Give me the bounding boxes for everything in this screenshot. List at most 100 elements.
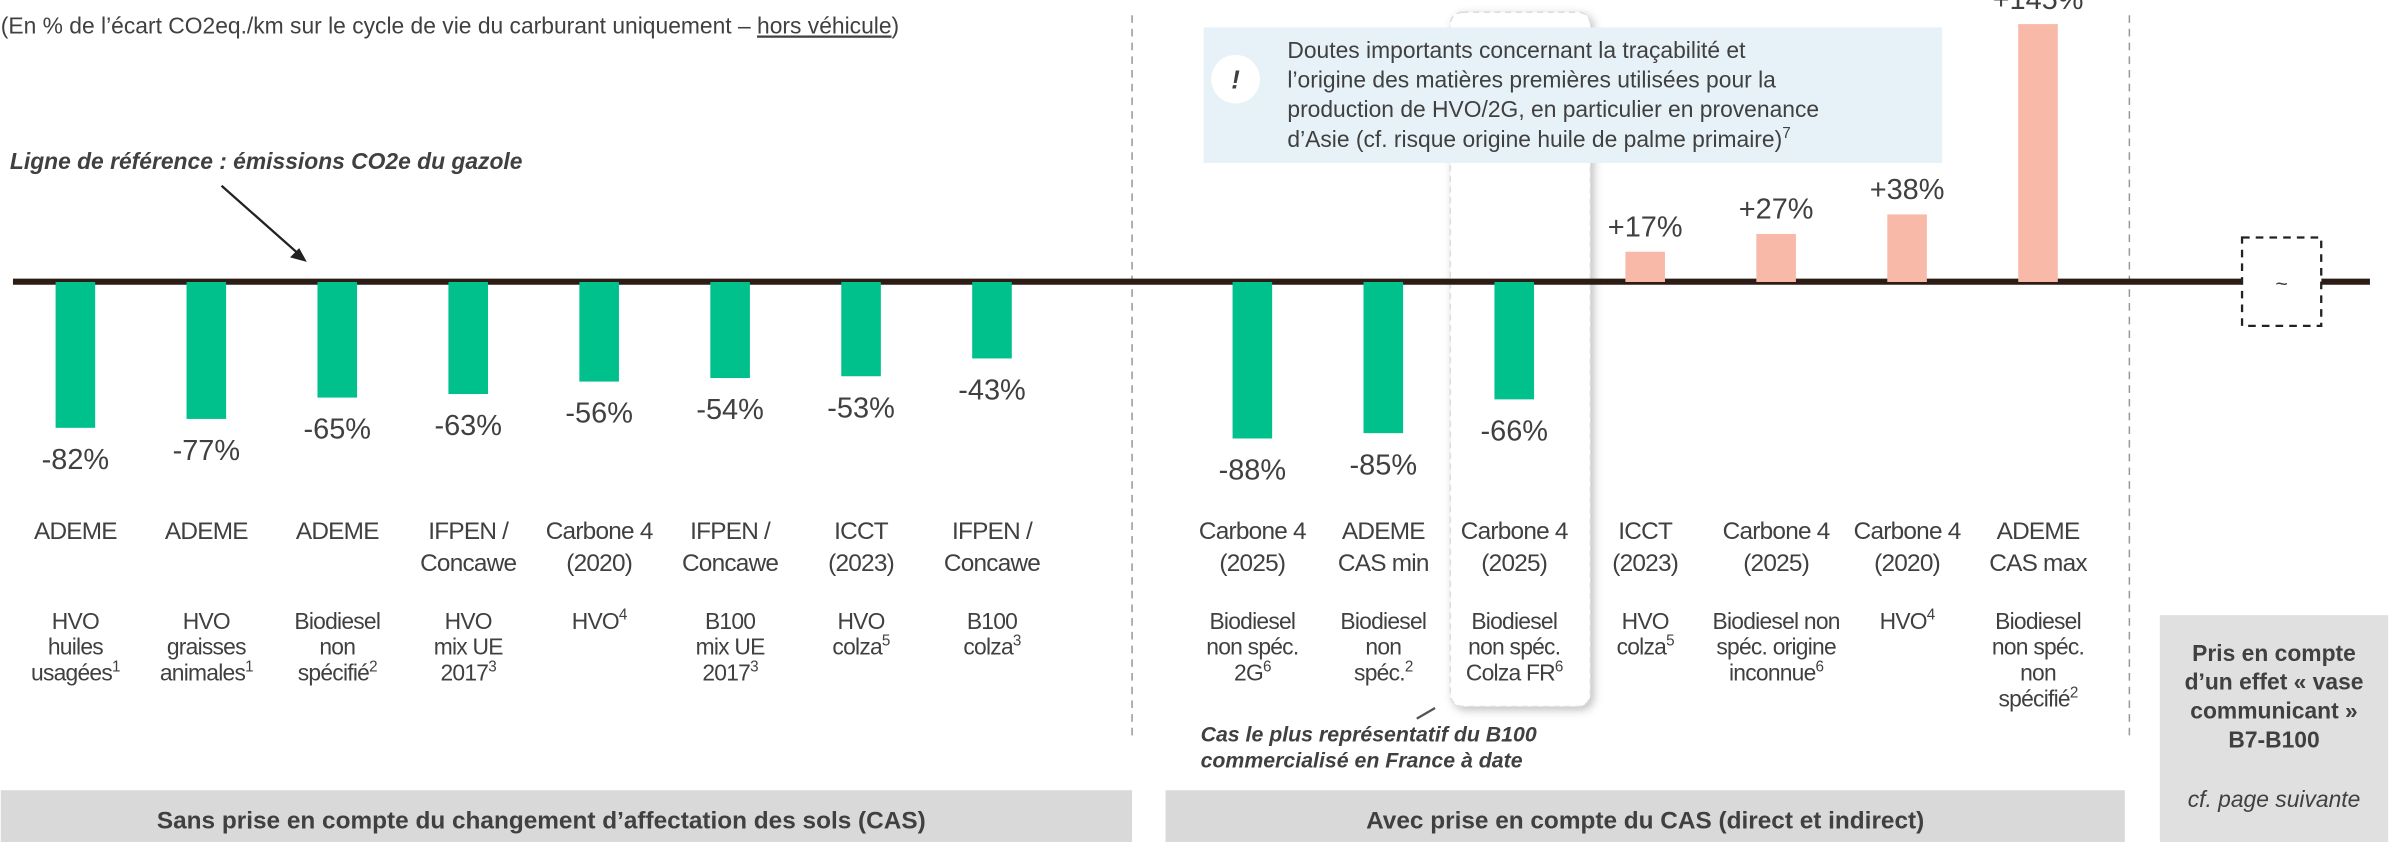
bar (1494, 281, 1535, 400)
source-label: Carbone 4 (1461, 518, 1568, 545)
source-label: (2020) (566, 550, 632, 577)
callout-icon (1211, 54, 1260, 104)
fuel-label: non spéc. (1206, 634, 1298, 660)
fuel-label-text: colza (1617, 634, 1668, 660)
footnote: 3 (750, 658, 758, 675)
bar (579, 281, 619, 382)
fuel-label: HVO4 (572, 607, 628, 634)
value-label: -53% (827, 392, 894, 424)
footnote: 4 (1927, 607, 1936, 624)
source-label: Concawe (682, 550, 778, 577)
fuel-label: huiles (48, 634, 103, 660)
fuel-label: HVO (445, 608, 492, 634)
bar (2018, 24, 2058, 282)
bar (1232, 281, 1273, 439)
source-label: (2023) (828, 550, 894, 577)
source-label: Carbone 4 (1723, 518, 1830, 545)
callout-line: production de HVO/2G, en particulier en … (1287, 96, 1819, 122)
fuel-label: mix UE (696, 634, 766, 660)
subtitle-part: hors véhicule (757, 12, 892, 38)
fuel-label-text: Biodiesel (294, 608, 380, 634)
subtitle-part: ) (892, 12, 900, 38)
subtitle: (En % de l’écart CO2eq./km sur le cycle … (1, 12, 899, 38)
source-label: ADEME (1342, 518, 1425, 545)
fuel-label-text: HVO (52, 608, 99, 634)
value-label: -66% (1481, 415, 1548, 447)
fuel-label: non (319, 634, 355, 660)
footnote: 2 (2070, 684, 2078, 701)
fuel-label-text: B100 (705, 608, 755, 634)
source-label: (2025) (1219, 550, 1285, 577)
fuel-label-text: Biodiesel (1995, 608, 2081, 634)
axis-break-box (2240, 236, 2323, 327)
side-line: communicant » (2190, 698, 2357, 724)
fuel-label: HVO (1622, 608, 1669, 634)
fuel-label: Biodiesel (1209, 608, 1295, 634)
footnote: 5 (882, 633, 890, 650)
highlight-note: Cas le plus représentatif du B100 (1201, 723, 1537, 747)
fuel-label-text: usagées (31, 660, 112, 686)
fuel-label: Biodiesel (1995, 608, 2081, 634)
fuel-label-text: HVO (183, 608, 230, 634)
source-label: ICCT (834, 518, 889, 545)
fuel-label: B100 (967, 608, 1017, 634)
footnote: 2 (369, 658, 377, 675)
source-label: (2020) (1874, 550, 1940, 577)
fuel-label-text: non spéc. (1992, 634, 2084, 660)
side-line: d’un effet « vase (2185, 669, 2364, 695)
fuel-label: graisses (167, 634, 246, 660)
fuel-label-text: B100 (967, 608, 1017, 634)
fuel-label: Biodiesel (1340, 608, 1426, 634)
fuel-label: spécifié2 (1999, 684, 2078, 711)
callout-text: Doutes importants concernant la traçabil… (1287, 37, 1819, 152)
callout-line-text: production de HVO/2G, en particulier en … (1287, 96, 1819, 122)
bar (972, 281, 1012, 359)
source-label: Carbone 4 (1854, 518, 1961, 545)
fuel-label: HVO4 (1880, 607, 1936, 634)
fuel-label: mix UE (434, 634, 504, 660)
source-label: ADEME (1997, 518, 2080, 545)
source-label: Concawe (420, 550, 516, 577)
axis-break: ~ (2275, 272, 2287, 296)
footnote: 3 (1013, 633, 1021, 650)
source-label: ADEME (165, 518, 248, 545)
source-label: Concawe (944, 550, 1040, 577)
fuel-label-text: colza (963, 634, 1014, 660)
fuel-label: Biodiesel non (1713, 608, 1840, 634)
fuel-label-text: non spéc. (1468, 634, 1560, 660)
fuel-label-text: inconnue (1729, 660, 1816, 686)
fuel-label: colza3 (963, 633, 1021, 660)
fuel-label-text: 2017 (440, 660, 488, 686)
side-box (2159, 615, 2389, 842)
source-label: ADEME (296, 518, 379, 545)
section-label: Avec prise en compte du CAS (direct et i… (1366, 807, 1924, 834)
fuel-label: B100 (705, 608, 755, 634)
fuel-label: colza5 (832, 633, 890, 660)
callout-line-text: d’Asie (cf. risque origine huile de palm… (1287, 126, 1782, 152)
side-line: B7-B100 (2228, 727, 2319, 753)
fuel-label-text: Biodiesel non (1713, 608, 1840, 634)
value-label: +145% (1993, 0, 2084, 16)
side-text: Pris en compte d’un effet « vase communica… (2185, 640, 2364, 812)
fuel-label: 2G6 (1234, 658, 1271, 685)
fuel-label: spéc. origine (1716, 634, 1836, 660)
fuel-label-text: non spéc. (1206, 634, 1298, 660)
fuel-label-text: 2017 (702, 660, 750, 686)
bar (448, 281, 489, 395)
bar (841, 281, 881, 377)
fuel-label: spéc.2 (1354, 658, 1413, 685)
footnote: 6 (1816, 658, 1824, 675)
source-label: IFPEN / (690, 518, 771, 545)
section-banner (0, 790, 1133, 842)
fuel-label: HVO (837, 608, 884, 634)
footnote: 6 (1555, 658, 1563, 675)
fuel-label: spécifié2 (298, 658, 377, 685)
side-line: Pris en compte (2192, 640, 2356, 666)
fuel-label-text: non (2020, 660, 2056, 686)
reference-label: Ligne de référence : émissions CO2e du g… (10, 148, 523, 174)
value-label: +27% (1739, 194, 1814, 226)
reference-arrow (220, 184, 302, 257)
fuel-label-text: spéc. origine (1716, 634, 1836, 660)
callout-line: l’origine des matières premières utilisé… (1287, 67, 1776, 93)
